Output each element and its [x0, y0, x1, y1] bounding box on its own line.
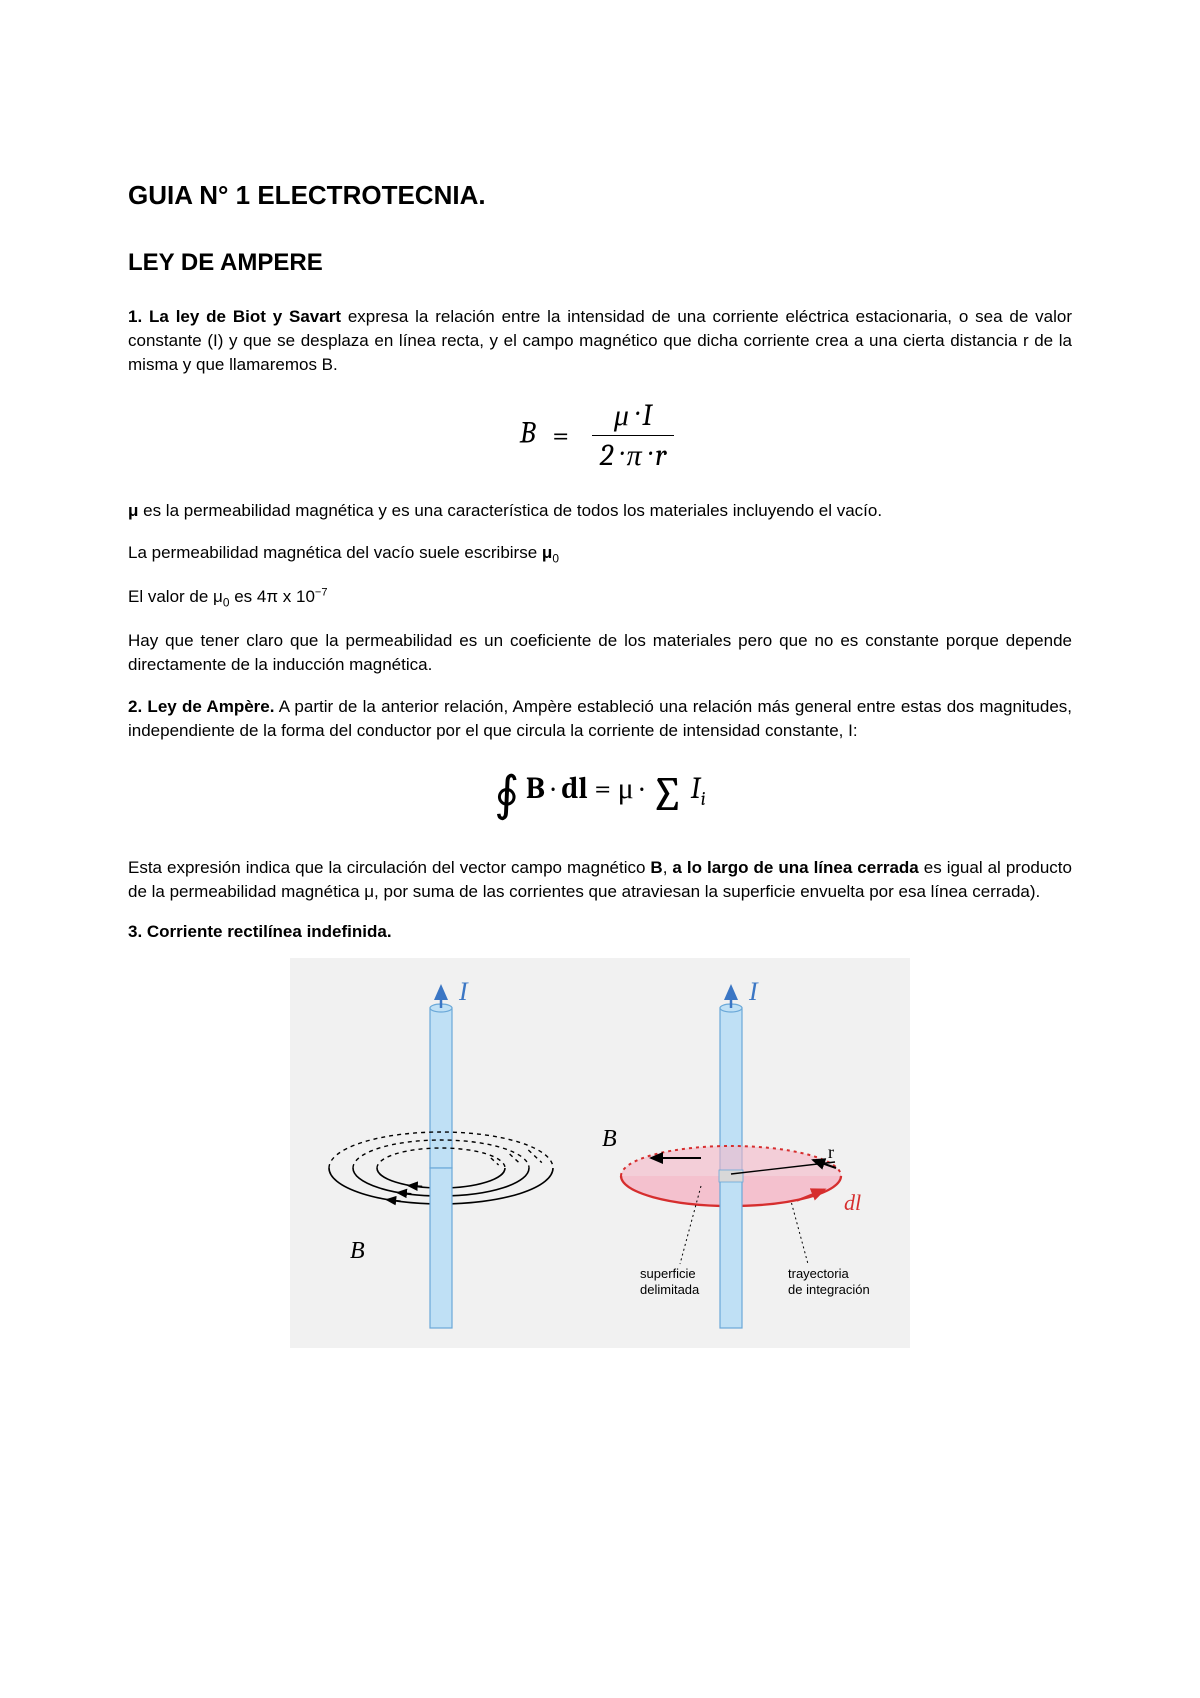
formula1-eq: = — [542, 418, 579, 453]
eq-part: = μ · — [588, 771, 650, 806]
paragraph-2: 2. Ley de Ampère. A partir de la anterio… — [128, 695, 1072, 743]
svg-text:de integración: de integración — [788, 1282, 870, 1297]
Ii-sub: i — [701, 787, 706, 810]
svg-text:superficie: superficie — [640, 1266, 696, 1281]
ampere-figure: I B⃗ I B⃗ r dl⃗ superficiedelimitada trayectori… — [290, 958, 910, 1348]
svg-text:trayectoria: trayectoria — [788, 1266, 849, 1281]
mu0-text-a: La permeabilidad magnética del vacío sue… — [128, 543, 542, 562]
p3-B: B — [650, 858, 662, 877]
svg-text:delimitada: delimitada — [640, 1282, 700, 1297]
p3-bold: a lo largo de una línea cerrada — [672, 858, 918, 877]
p3-a: Esta expresión indica que la circulación… — [128, 858, 650, 877]
svg-text:I: I — [458, 977, 469, 1006]
p3-b: , — [663, 858, 673, 877]
page-title: GUIA N° 1 ELECTROTECNIA. — [128, 180, 1072, 211]
paragraph-mu: μ es la permeabilidad magnética y es una… — [128, 499, 1072, 523]
ampere-formula: ∮ B · dl = μ · ∑ Ii — [128, 766, 1072, 822]
biot-savart-formula: B = μ · I 2 · π · r — [128, 398, 1072, 473]
formula1-fraction: μ · I 2 · π · r — [586, 398, 681, 473]
B-vector: B — [526, 771, 545, 806]
mu-text: es la permeabilidad magnética y es una c… — [138, 501, 882, 520]
val-sup: −7 — [315, 587, 328, 599]
dot1: · — [545, 771, 561, 806]
oint-symbol: ∮ — [494, 766, 519, 822]
formula1-den: 2 · π · r — [592, 436, 675, 473]
dl-vector: dl — [561, 771, 587, 806]
mu-symbol: μ — [128, 501, 138, 520]
para1-lead: 1. La ley de Biot y Savart — [128, 307, 341, 326]
sum-symbol: ∑ — [650, 767, 684, 822]
mu0-sym: μ — [542, 543, 552, 562]
paragraph-3: Esta expresión indica que la circulación… — [128, 856, 1072, 904]
paragraph-1: 1. La ley de Biot y Savart expresa la re… — [128, 305, 1072, 376]
svg-text:dl⃗: dl⃗ — [844, 1190, 878, 1215]
section-3-heading: 3. Corriente rectilínea indefinida. — [128, 922, 1072, 942]
val-a: El valor de μ — [128, 587, 223, 606]
paragraph-mu0: La permeabilidad magnética del vacío sue… — [128, 541, 1072, 567]
svg-text:B⃗: B⃗ — [602, 1126, 635, 1152]
svg-text:r: r — [828, 1142, 834, 1162]
formula1-num: μ · I — [592, 398, 675, 436]
paragraph-mu0-value: El valor de μ0 es 4π x 10−7 — [128, 585, 1072, 611]
figure-container: I B⃗ I B⃗ r dl⃗ superficiedelimitada trayectori… — [128, 958, 1072, 1353]
svg-text:I: I — [748, 977, 759, 1006]
paragraph-permeability: Hay que tener claro que la permeabilidad… — [128, 629, 1072, 677]
val-b: es 4π x 10 — [229, 587, 314, 606]
Ii: I — [691, 771, 701, 806]
para2-lead: 2. Ley de Ampère. — [128, 697, 274, 716]
subtitle: LEY DE AMPERE — [128, 249, 1072, 277]
formula1-lhs: B — [520, 416, 536, 451]
figure-svg: I B⃗ I B⃗ r dl⃗ superficiedelimitada trayectori… — [290, 958, 910, 1348]
mu0-sub: 0 — [552, 552, 559, 566]
svg-text:B⃗: B⃗ — [350, 1238, 383, 1264]
